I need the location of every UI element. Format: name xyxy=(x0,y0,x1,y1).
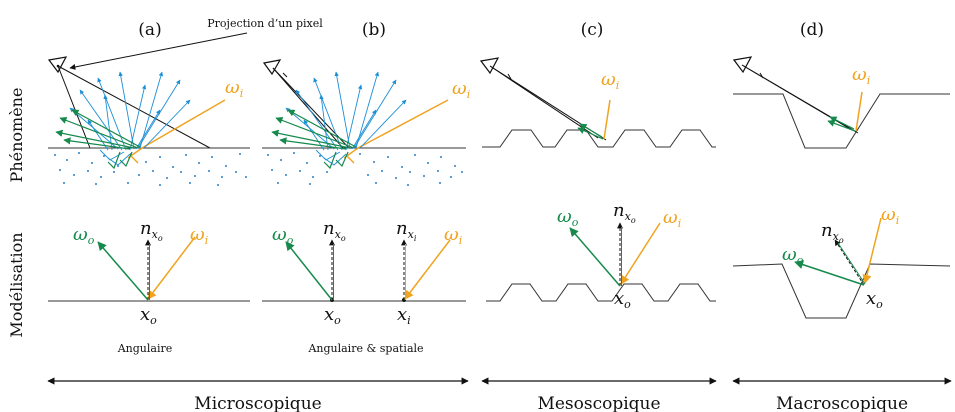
incident-ray xyxy=(141,99,226,149)
normal-label: nxo xyxy=(140,218,163,243)
panel-a-model: ωo ωi nxo xo Angulaire xyxy=(48,218,250,355)
incident-ray xyxy=(603,99,611,140)
incident-ray xyxy=(357,99,449,149)
panel-c-model: ωo ωi nxo xo xyxy=(486,200,716,311)
outgoing-rays xyxy=(55,109,141,170)
panel-b-phenomenon: ωi xyxy=(262,59,470,186)
x-o-label: xo xyxy=(324,304,341,327)
normal-label-xo: nxo xyxy=(323,218,346,243)
omega-i-arrow xyxy=(620,222,661,285)
subsurface-particles xyxy=(267,152,463,186)
surface-profile xyxy=(486,283,716,302)
omega-o-arrow xyxy=(285,241,333,301)
omega-o-arrow xyxy=(794,260,865,286)
omega-o-arrow xyxy=(569,227,621,287)
normal-label: nxo xyxy=(613,200,636,225)
normal-arrow xyxy=(834,239,865,286)
camera-icon xyxy=(262,59,282,76)
omega-i-label: ωi xyxy=(452,78,470,101)
outgoing-rays xyxy=(271,109,357,170)
normal-label-xi: nxi xyxy=(396,218,417,243)
omega-i-label: ωi xyxy=(663,207,681,230)
normal-label: nxo xyxy=(821,220,844,245)
caption-angular-spatial: Angulaire & spatiale xyxy=(307,342,423,355)
x-i-label: xi xyxy=(397,304,411,327)
omega-o-label: ωo xyxy=(272,224,294,247)
panel-b-model: ωo ωi nxo nxi xo xi Angulaire & spatiale xyxy=(262,218,466,355)
surface-profile xyxy=(732,263,951,319)
camera-icon xyxy=(732,56,753,74)
panel-label-b: (b) xyxy=(362,20,386,40)
omega-i-label: ωi xyxy=(190,224,208,247)
outgoing-rays xyxy=(827,116,856,132)
panel-d-model: ωo ωi nxo xo xyxy=(732,204,951,319)
scattered-rays xyxy=(285,71,407,166)
x-o-label: xo xyxy=(614,288,631,311)
omega-o-label: ωo xyxy=(557,206,579,229)
omega-i-label: ωi xyxy=(601,69,619,92)
omega-i-arrow xyxy=(404,239,451,300)
omega-i-label: ωi xyxy=(881,204,899,227)
omega-o-label: ωo xyxy=(73,224,95,247)
omega-i-label: ωi xyxy=(444,224,462,247)
incident-ray xyxy=(855,91,863,132)
panel-a-phenomenon: ωi xyxy=(47,56,250,186)
scale-label-micro: Microscopique xyxy=(194,394,321,412)
omega-i-label: ωi xyxy=(225,77,243,100)
caption-angular: Angulaire xyxy=(117,342,173,355)
panel-label-d: (d) xyxy=(800,20,824,40)
surface-profile xyxy=(482,129,716,148)
x-o-label: xo xyxy=(866,288,883,311)
omega-i-label: ωi xyxy=(852,64,870,87)
panel-label-a: (a) xyxy=(138,20,161,40)
pixel-projection-annotation: Projection d’un pixel xyxy=(207,17,323,30)
surface-profile xyxy=(733,93,950,149)
outgoing-rays xyxy=(577,123,604,140)
x-o-label: xo xyxy=(140,304,157,327)
omega-o-arrow xyxy=(97,241,149,301)
panel-c-phenomenon: ωi xyxy=(479,57,716,148)
camera-icon xyxy=(479,57,500,75)
panel-label-c: (c) xyxy=(581,20,604,40)
scale-label-meso: Mesoscopique xyxy=(537,394,660,412)
camera-icon xyxy=(47,56,68,74)
omega-o-label: ωo xyxy=(782,244,804,267)
scale-label-macro: Macroscopique xyxy=(776,394,908,412)
row-label-modelling: Modélisation xyxy=(7,232,26,337)
panel-d-phenomenon: ωi xyxy=(732,56,950,149)
omega-i-arrow xyxy=(862,217,882,284)
subsurface-particles xyxy=(54,152,247,186)
omega-i-arrow xyxy=(147,236,196,300)
pixel-projection-arrow xyxy=(69,32,248,70)
row-label-phenomenon: Phénomène xyxy=(7,88,26,183)
